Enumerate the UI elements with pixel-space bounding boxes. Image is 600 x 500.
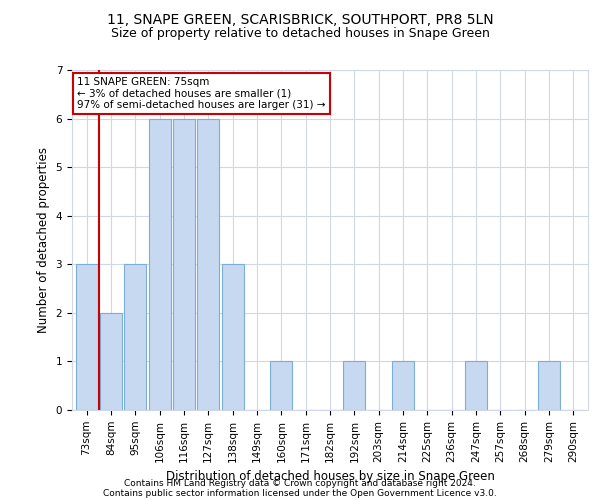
Y-axis label: Number of detached properties: Number of detached properties <box>37 147 50 333</box>
Bar <box>538 362 560 410</box>
Bar <box>124 264 146 410</box>
Text: 11, SNAPE GREEN, SCARISBRICK, SOUTHPORT, PR8 5LN: 11, SNAPE GREEN, SCARISBRICK, SOUTHPORT,… <box>107 12 493 26</box>
Bar <box>221 264 244 410</box>
Text: Contains public sector information licensed under the Open Government Licence v3: Contains public sector information licen… <box>103 488 497 498</box>
Bar <box>100 313 122 410</box>
Text: 11 SNAPE GREEN: 75sqm
← 3% of detached houses are smaller (1)
97% of semi-detach: 11 SNAPE GREEN: 75sqm ← 3% of detached h… <box>77 77 326 110</box>
Bar <box>197 118 219 410</box>
Text: Size of property relative to detached houses in Snape Green: Size of property relative to detached ho… <box>110 28 490 40</box>
Bar <box>173 118 195 410</box>
X-axis label: Distribution of detached houses by size in Snape Green: Distribution of detached houses by size … <box>166 470 494 483</box>
Bar <box>343 362 365 410</box>
Bar <box>392 362 414 410</box>
Bar <box>149 118 170 410</box>
Bar <box>271 362 292 410</box>
Bar <box>76 264 98 410</box>
Bar <box>465 362 487 410</box>
Text: Contains HM Land Registry data © Crown copyright and database right 2024.: Contains HM Land Registry data © Crown c… <box>124 478 476 488</box>
